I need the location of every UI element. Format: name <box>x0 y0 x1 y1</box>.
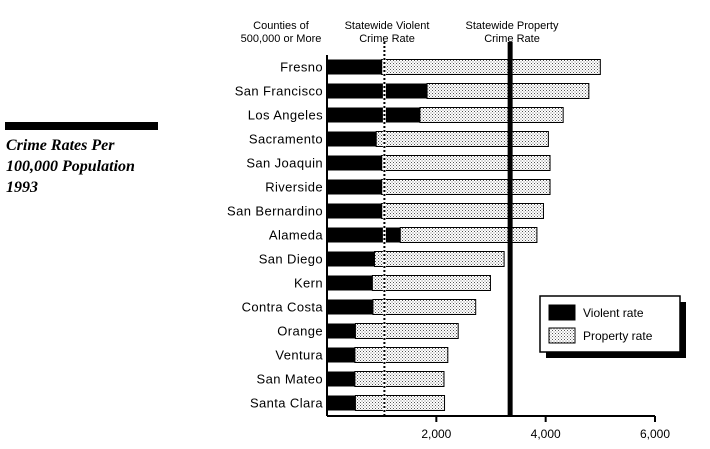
property-bar-santa-clara <box>354 395 446 411</box>
legend-violent-swatch <box>548 304 576 321</box>
category-label: Orange <box>277 324 323 339</box>
property-bar-san-bernardino <box>381 203 544 219</box>
violent-bar-orange <box>327 323 356 339</box>
legend: Violent rate Property rate <box>539 295 686 358</box>
violent-bar-san-mateo <box>327 371 355 387</box>
x-tick-label: 2,000 <box>421 427 451 441</box>
violent-bar-santa-clara <box>327 395 356 411</box>
violent-bar-los-angeles <box>327 107 420 123</box>
property-bar-contra-costa <box>372 299 477 315</box>
x-axis: 2,000 4,000 6,000 <box>326 55 670 441</box>
violent-rate-header: Statewide Violent Crime Rate <box>344 20 430 45</box>
category-label: Fresno <box>280 60 323 75</box>
legend-box <box>539 295 681 353</box>
category-label: Contra Costa <box>242 300 324 315</box>
category-label: San Mateo <box>257 372 323 387</box>
violent-bar-san-bernardino <box>327 203 382 219</box>
category-label: Riverside <box>265 180 323 195</box>
violent-bar-san-diego <box>327 251 375 267</box>
violent-bar-riverside <box>327 179 382 195</box>
x-tick-label: 6,000 <box>640 427 670 441</box>
x-tick-label: 4,000 <box>531 427 561 441</box>
violent-bar-contra-costa <box>327 299 373 315</box>
violent-bar-san-joaquin <box>327 155 382 171</box>
violent-bar-sacramento <box>327 131 377 147</box>
legend-property-label: Property rate <box>583 329 653 343</box>
category-label: Ventura <box>275 348 323 363</box>
category-label: Alameda <box>269 228 323 243</box>
property-bar-kern <box>371 275 491 291</box>
property-bar-san-mateo <box>354 371 445 387</box>
title-rule <box>5 122 158 130</box>
violent-bar-san-francisco <box>327 83 428 99</box>
category-label: Los Angeles <box>248 108 323 123</box>
property-bar-los-angeles <box>419 107 564 123</box>
property-bar-orange <box>354 323 459 339</box>
property-bar-riverside <box>381 179 551 195</box>
property-bar-san-joaquin <box>381 155 551 171</box>
property-bar-san-diego <box>374 251 505 267</box>
violent-bar-alameda <box>327 227 401 243</box>
counties-header: Counties of 500,000 or More <box>240 20 322 45</box>
legend-property-swatch <box>548 327 576 344</box>
category-label: San Joaquin <box>246 156 323 171</box>
property-bar-fresno <box>381 59 601 75</box>
category-label: Kern <box>294 276 323 291</box>
violent-bar-fresno <box>327 59 382 75</box>
property-bar-ventura <box>354 347 449 363</box>
property-rate-header: Statewide Property Crime Rate <box>465 20 559 45</box>
category-label: San Francisco <box>235 84 323 99</box>
chart-title: Crime Rates Per 100,000 Population 1993 <box>6 137 135 196</box>
violent-bar-kern <box>327 275 373 291</box>
property-bar-sacramento <box>375 131 549 147</box>
category-label: San Bernardino <box>227 204 323 219</box>
violent-bar-ventura <box>327 347 355 363</box>
reference-lines-group <box>382 42 513 415</box>
category-labels-group: Fresno San Francisco Los Angeles Sacramento… <box>227 60 323 411</box>
property-bar-alameda <box>399 227 538 243</box>
category-label: Sacramento <box>249 132 323 147</box>
category-label: San Diego <box>259 252 323 267</box>
legend-violent-label: Violent rate <box>583 306 644 320</box>
category-label: Santa Clara <box>250 396 323 411</box>
